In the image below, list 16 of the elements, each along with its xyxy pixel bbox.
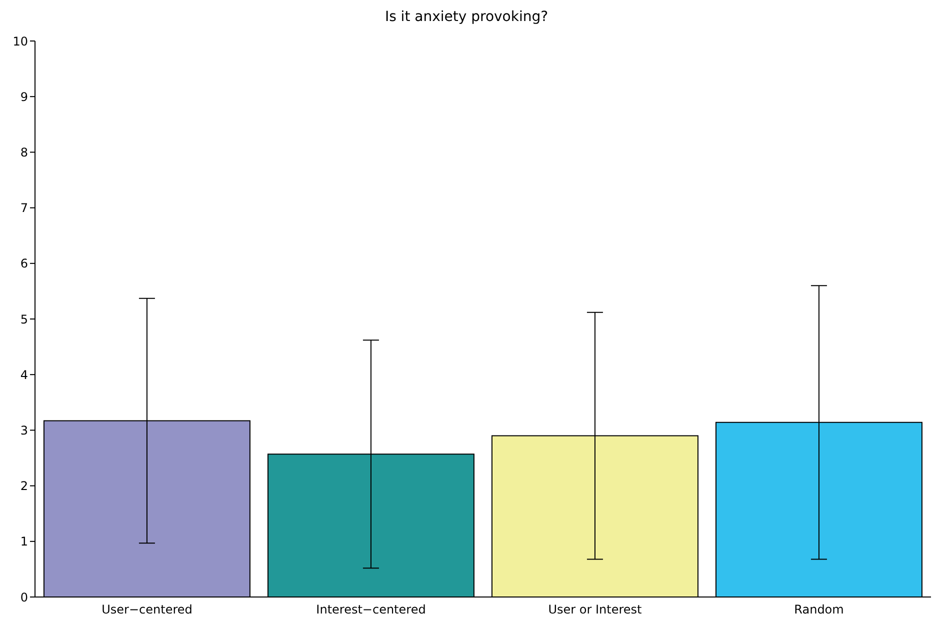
y-tick-label: 9 [20, 90, 28, 104]
y-tick-label: 10 [12, 34, 28, 48]
y-tick-label: 3 [20, 423, 28, 438]
y-tick-label: 2 [20, 479, 28, 494]
x-tick-label: Interest−centered [316, 602, 426, 617]
y-tick-label: 7 [20, 201, 28, 216]
chart-title: Is it anxiety provoking? [384, 9, 550, 25]
x-tick-label: User−centered [102, 602, 192, 617]
y-tick-label: 6 [20, 256, 28, 271]
y-tick-label: 8 [20, 145, 28, 160]
y-tick-label: 1 [20, 534, 28, 549]
y-tick-label: 0 [20, 590, 28, 604]
y-tick-label: 4 [20, 368, 28, 382]
x-tick-label: User or Interest [548, 602, 642, 617]
y-tick-label: 5 [20, 312, 28, 326]
x-tick-label: Random [794, 602, 844, 617]
